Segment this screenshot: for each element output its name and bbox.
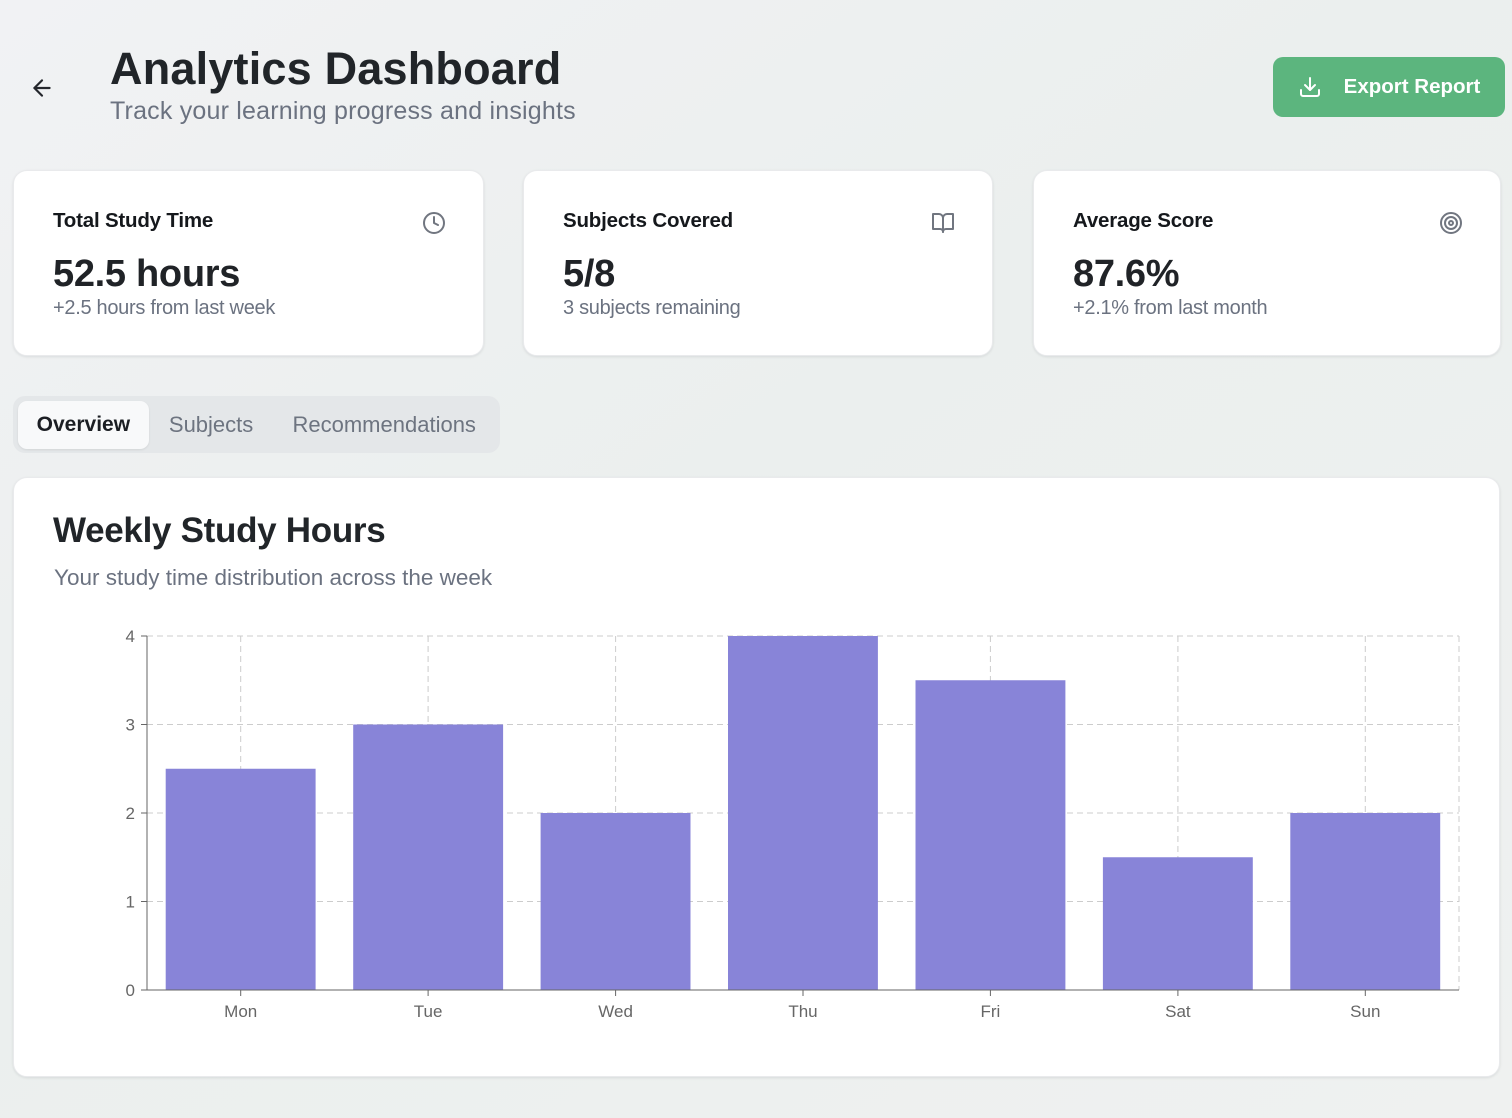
svg-text:Thu: Thu bbox=[788, 1002, 817, 1021]
svg-text:Mon: Mon bbox=[224, 1002, 257, 1021]
svg-text:Fri: Fri bbox=[980, 1002, 1000, 1021]
svg-text:3: 3 bbox=[126, 716, 135, 735]
svg-text:1: 1 bbox=[126, 893, 135, 912]
svg-text:Wed: Wed bbox=[598, 1002, 633, 1021]
svg-text:Sun: Sun bbox=[1350, 1002, 1380, 1021]
svg-text:Sat: Sat bbox=[1165, 1002, 1191, 1021]
svg-text:4: 4 bbox=[126, 627, 135, 646]
svg-text:0: 0 bbox=[126, 981, 135, 1000]
svg-text:Tue: Tue bbox=[414, 1002, 443, 1021]
svg-text:2: 2 bbox=[126, 804, 135, 823]
